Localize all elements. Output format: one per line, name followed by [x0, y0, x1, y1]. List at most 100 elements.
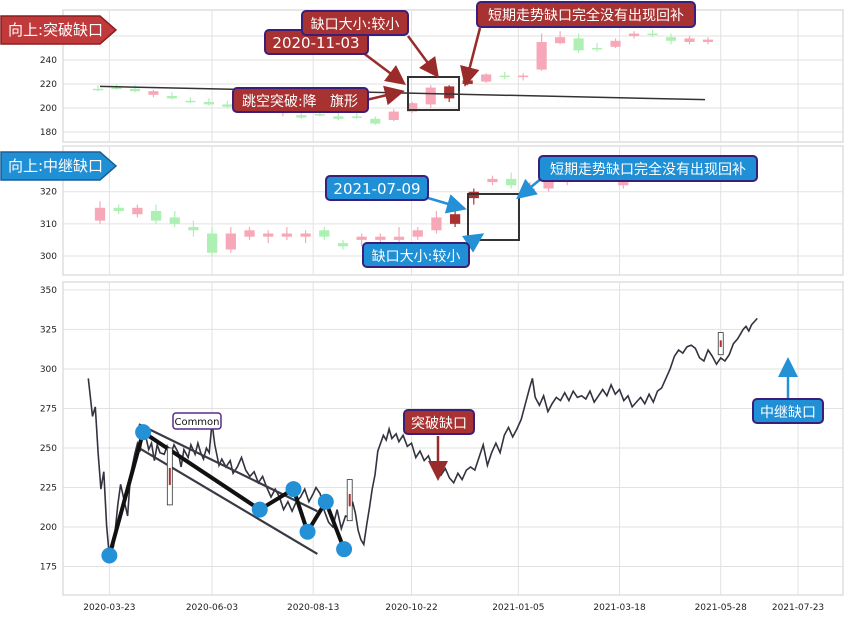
top-candles: [92, 30, 714, 125]
y-tick-label: 350: [40, 286, 57, 296]
top-jump-bg: [232, 87, 369, 113]
top-jump-box: 跳空突破:降 旗形: [232, 87, 369, 113]
grid-lines: [63, 10, 843, 595]
candle-body: [487, 178, 498, 183]
bottom-price-plot: [87, 317, 758, 564]
gap-box-fill: [348, 493, 351, 507]
relay-gap-box: 中继缺口: [752, 398, 824, 424]
candle-body: [647, 33, 658, 36]
y-tick-label: 310: [40, 220, 57, 230]
candle-body: [444, 86, 455, 99]
candle-body: [129, 88, 141, 92]
candle-body: [281, 233, 293, 237]
pivot-marker: [101, 547, 118, 564]
candle-body: [665, 37, 677, 41]
top-tag: 向上:突破缺口: [0, 15, 118, 45]
y-tick-label: 200: [40, 104, 57, 114]
top-date-text: 2020-11-03: [272, 34, 359, 52]
candle-body: [111, 87, 122, 90]
candle-body: [370, 118, 381, 124]
candle-body: [132, 207, 143, 215]
pivot-marker: [299, 523, 316, 540]
candle-body: [356, 236, 367, 240]
candle-body: [150, 211, 162, 221]
gap-box-fill: [168, 467, 171, 485]
y-tick-label: 250: [40, 444, 57, 454]
candle-body: [300, 233, 311, 237]
candle-body: [573, 38, 584, 51]
arrow-mid-fill: [516, 177, 543, 200]
candle-body: [375, 236, 386, 240]
mid-size-text: 缺口大小:较小: [372, 249, 461, 265]
candle-body: [610, 40, 621, 47]
arrow-top-size: [406, 35, 439, 79]
break-gap-box: 突破缺口: [403, 409, 475, 435]
candle-body: [166, 96, 178, 99]
pivot-marker: [135, 424, 152, 441]
candle-body: [431, 217, 442, 231]
candle-body: [518, 75, 529, 78]
candle-body: [407, 103, 418, 112]
x-tick-label: 2020-03-23: [83, 603, 135, 613]
candle-body: [319, 230, 330, 237]
y-tick-label: 300: [40, 365, 57, 375]
x-tick-label: 2020-10-22: [385, 603, 437, 613]
mid-date-text: 2021-07-09: [333, 180, 420, 198]
candle-body: [684, 38, 695, 42]
candle-body: [185, 100, 196, 103]
x-tick-label: 2021-07-23: [772, 603, 824, 613]
candle-body: [543, 178, 554, 189]
candle-body: [337, 243, 349, 247]
y-tick-label: 325: [40, 325, 57, 335]
x-tick-label: 2021-03-18: [593, 603, 646, 613]
top-fill-box: 短期走势缺口完全没有出现回补: [476, 1, 696, 28]
candle-body: [314, 114, 325, 116]
candle-body: [481, 74, 492, 82]
pivot-marker: [251, 501, 268, 518]
candle-body: [592, 48, 603, 50]
pivot-marker: [336, 541, 353, 558]
y-tick-label: 275: [40, 404, 57, 414]
candle-body: [555, 37, 566, 44]
top-tag-label: 向上:突破缺口: [8, 21, 103, 39]
y-tick-label: 180: [40, 128, 57, 138]
candle-body: [206, 233, 218, 253]
arrow-mid-date: [427, 194, 467, 214]
mid-gap-box: [467, 193, 520, 241]
arrow-top-date: [361, 51, 406, 85]
candle-body: [449, 214, 461, 224]
candle-body: [296, 115, 307, 118]
candle-body: [618, 182, 629, 186]
mid-fill-bg: [538, 155, 758, 182]
x-tick-label: 2021-01-05: [492, 603, 544, 613]
mid-tag-shape: [0, 151, 118, 181]
mid-date-bg: [325, 175, 429, 201]
candle-body: [351, 116, 362, 118]
mid-fill-box: 短期走势缺口完全没有出现回补: [538, 155, 758, 182]
relay-gap-text: 中继缺口: [760, 405, 816, 421]
break-gap-bg: [403, 409, 475, 435]
candle-body: [188, 227, 199, 231]
candle-body: [702, 39, 714, 42]
mid-size-box: 缺口大小:较小: [362, 242, 470, 268]
y-tick-label: 220: [40, 80, 57, 90]
y-tick-label: 175: [40, 563, 57, 573]
y-tick-label: 240: [40, 56, 57, 66]
candle-body: [536, 42, 547, 70]
y-tick-label: 200: [40, 523, 57, 533]
top-jump-text: 跳空突破:降 旗形: [242, 94, 358, 110]
candle-body: [148, 91, 159, 95]
candle-body: [94, 207, 106, 221]
mid-date-box: 2021-07-09: [325, 175, 429, 201]
arrow-top-fill: [460, 27, 482, 87]
y-tick-label: 225: [40, 484, 57, 494]
candle-body: [244, 230, 255, 237]
candle-body: [393, 236, 405, 240]
relay-gap-bg: [752, 398, 824, 424]
candle-body: [425, 87, 436, 105]
candle-body: [412, 230, 423, 237]
price-line: [87, 317, 758, 558]
gap-box-fill: [719, 340, 722, 347]
